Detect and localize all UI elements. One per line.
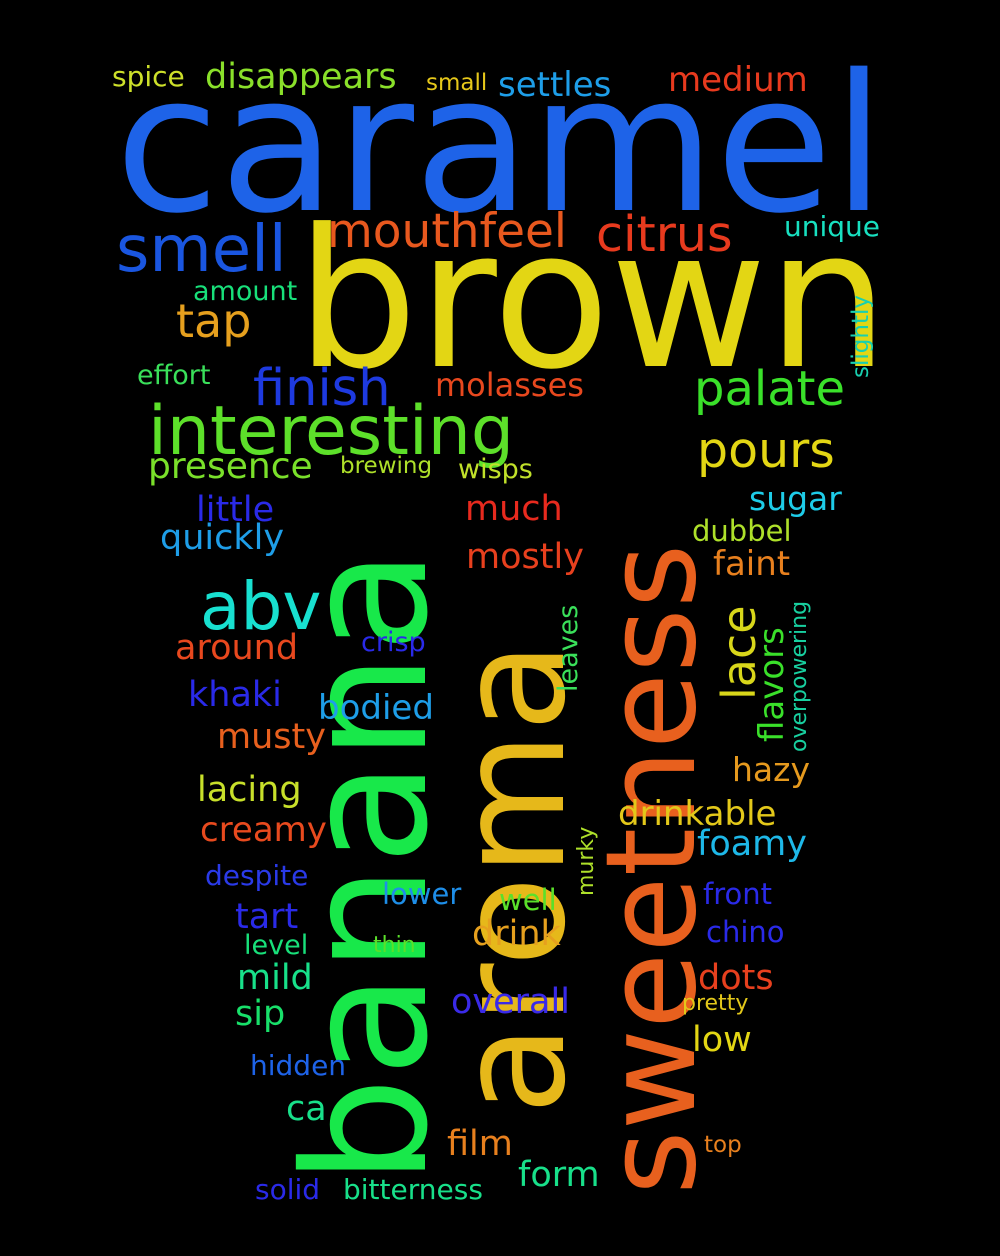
word-mild: mild bbox=[237, 958, 313, 998]
word-interesting: interesting bbox=[148, 392, 515, 471]
word-tap: tap bbox=[176, 294, 252, 348]
word-ca: ca bbox=[286, 1089, 327, 1129]
word-disappears: disappears bbox=[205, 57, 397, 97]
word-thin: thin bbox=[373, 933, 416, 958]
word-palate: palate bbox=[694, 361, 845, 417]
word-bitterness: bitterness bbox=[343, 1173, 483, 1206]
word-overall: overall bbox=[451, 982, 570, 1022]
word-lacing: lacing bbox=[197, 770, 302, 810]
word-solid: solid bbox=[255, 1173, 321, 1206]
word-brown: brown bbox=[296, 189, 889, 412]
word-amount: amount bbox=[193, 276, 298, 307]
word-abv: abv bbox=[200, 568, 322, 645]
word-crisp: crisp bbox=[361, 627, 426, 658]
word-pours: pours bbox=[697, 422, 835, 479]
word-unique: unique bbox=[784, 210, 881, 243]
word-finish: finish bbox=[253, 359, 391, 418]
word-leaves: leaves bbox=[553, 604, 584, 692]
word-musty: musty bbox=[217, 717, 326, 757]
word-medium: medium bbox=[668, 60, 808, 100]
word-tart: tart bbox=[235, 897, 299, 937]
word-effort: effort bbox=[137, 360, 211, 391]
word-dubbel: dubbel bbox=[692, 514, 792, 548]
word-creamy: creamy bbox=[200, 810, 327, 850]
word-foamy: foamy bbox=[697, 824, 807, 864]
word-mostly: mostly bbox=[466, 537, 584, 577]
word-quickly: quickly bbox=[160, 518, 285, 558]
word-faint: faint bbox=[713, 544, 791, 584]
word-pretty: pretty bbox=[682, 991, 749, 1016]
word-hidden: hidden bbox=[250, 1049, 347, 1082]
word-sugar: sugar bbox=[749, 479, 842, 518]
word-well: well bbox=[499, 883, 557, 917]
word-drink: drink bbox=[472, 914, 561, 954]
word-form: form bbox=[518, 1155, 600, 1195]
word-level: level bbox=[244, 930, 309, 961]
word-presence: presence bbox=[148, 446, 313, 487]
word-film: film bbox=[447, 1124, 513, 1164]
word-lower: lower bbox=[382, 877, 462, 911]
word-khaki: khaki bbox=[188, 675, 282, 715]
word-citrus: citrus bbox=[596, 206, 733, 263]
word-spice: spice bbox=[112, 60, 185, 93]
word-top: top bbox=[704, 1132, 742, 1158]
word-drinkable: drinkable bbox=[618, 794, 777, 834]
word-caramel: caramel bbox=[115, 34, 886, 255]
word-low: low bbox=[692, 1020, 752, 1060]
word-sweetness: sweetness bbox=[580, 543, 724, 1195]
word-dots: dots bbox=[698, 958, 774, 998]
word-much: much bbox=[465, 489, 563, 529]
word-settles: settles bbox=[498, 65, 612, 105]
word-chino: chino bbox=[706, 915, 785, 949]
word-mouthfeel: mouthfeel bbox=[327, 204, 567, 259]
word-smell: smell bbox=[116, 213, 287, 287]
word-little: little bbox=[196, 490, 275, 530]
word-small: small bbox=[426, 70, 488, 96]
word-flavors: flavors bbox=[752, 627, 792, 742]
word-hazy: hazy bbox=[732, 750, 810, 789]
word-brewing: brewing bbox=[340, 453, 433, 479]
word-sip: sip bbox=[235, 994, 286, 1034]
word-front: front bbox=[703, 877, 772, 911]
word-wisps: wisps bbox=[458, 454, 533, 485]
word-bodied: bodied bbox=[318, 688, 434, 728]
word-overpowering: overpowering bbox=[787, 600, 812, 752]
word-despite: despite bbox=[205, 859, 309, 892]
word-molasses: molasses bbox=[435, 366, 584, 404]
word-slightly: slightly bbox=[848, 295, 874, 378]
word-murky: murky bbox=[574, 826, 599, 896]
word-around: around bbox=[175, 628, 299, 668]
